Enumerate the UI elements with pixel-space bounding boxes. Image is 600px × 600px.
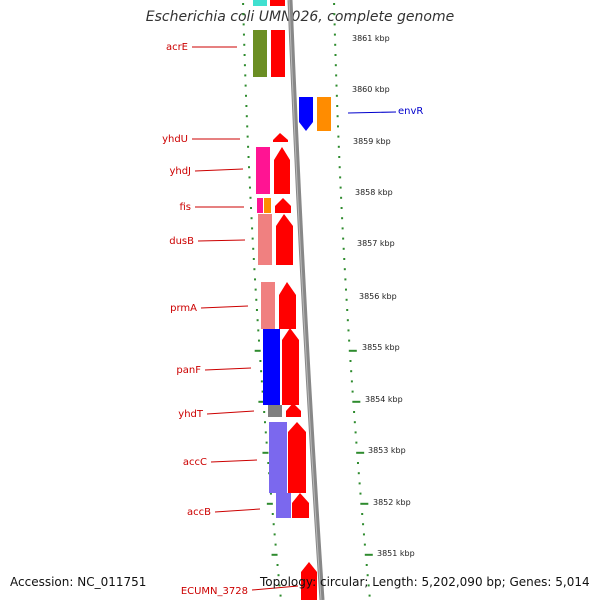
gene-label-dusB: dusB [169, 236, 194, 247]
cds-arrow-accC [288, 422, 306, 493]
tick-label: 3855 kbp [362, 343, 400, 352]
cds-arrow-ECUMN_3728 [301, 562, 317, 600]
cog-block-fis-b [264, 198, 271, 213]
cds-arrow-envR [299, 97, 313, 131]
cog-block-accB [276, 493, 291, 518]
left-tick-ring [242, 3, 282, 597]
cds-arrow-acrE [271, 30, 285, 77]
position-tick-labels: 3861 kbp 3860 kbp 3859 kbp 3858 kbp 3857… [352, 34, 415, 558]
cds-arrow-panF [282, 328, 299, 405]
gene-label-envR: envR [398, 106, 423, 117]
gene-label-yhdU: yhdU [162, 134, 188, 145]
cog-block-yhdT [268, 405, 282, 417]
leader-accC [210, 459, 258, 463]
cds-arrow-dusB [276, 214, 293, 265]
cog-block-accC [269, 422, 287, 493]
tick-label: 3854 kbp [365, 395, 403, 404]
cds-arrow-top [270, 0, 285, 6]
gene-label-yhdJ: yhdJ [169, 166, 191, 177]
gene-label-ECUMN_3728: ECUMN_3728 [181, 586, 248, 597]
gene-label-fis: fis [179, 202, 191, 213]
leader-prmA [200, 305, 249, 309]
tick-label: 3861 kbp [352, 34, 390, 43]
leader-yhdT [206, 410, 255, 415]
leader-accB [214, 508, 261, 513]
leader-panF [204, 367, 252, 371]
gene-label-yhdT: yhdT [178, 409, 204, 420]
right-gene-labels: envR [347, 106, 423, 117]
genome-summary-text: Topology: circular; Length: 5,202,090 bp… [260, 575, 590, 589]
tick-label: 3860 kbp [352, 85, 390, 94]
cog-block-yhdJ [256, 147, 270, 194]
backbone-highlight [288, 0, 322, 600]
map-title: Escherichia coli UMN026, complete genome [145, 9, 455, 25]
cog-block-panF [263, 329, 280, 405]
cds-arrow-accB [292, 493, 309, 518]
leader-envR [347, 111, 397, 114]
cog-block-fis-a [257, 198, 263, 213]
left-gene-labels: acrE yhdU yhdJ fis dusB prmA panF yhdT a… [162, 42, 299, 597]
gene-label-panF: panF [176, 365, 201, 376]
cog-track [253, 0, 291, 518]
cds-arrow-fis [275, 198, 291, 213]
cds-arrow-yhdJ [274, 147, 290, 194]
cog-block-acrE [253, 30, 267, 77]
cog-block-dusB [258, 214, 272, 265]
cds-arrow-prmA [279, 282, 296, 329]
cog-block-envR [317, 97, 331, 131]
forward-cds-track [270, 0, 317, 600]
cds-arrow-yhdT [286, 403, 301, 417]
tick-label: 3853 kbp [368, 446, 406, 455]
cog-block-prmA [261, 282, 275, 329]
tick-label: 3856 kbp [359, 292, 397, 301]
cds-arrow-yhdU [273, 133, 288, 142]
gene-label-accB: accB [187, 507, 211, 518]
tick-label: 3851 kbp [377, 549, 415, 558]
tick-label: 3857 kbp [357, 239, 395, 248]
tick-label: 3852 kbp [373, 498, 411, 507]
reverse-cds-track [299, 97, 331, 131]
cog-block-top [253, 0, 267, 6]
gene-label-prmA: prmA [170, 303, 197, 314]
gene-label-accC: accC [183, 457, 207, 468]
tick-label: 3859 kbp [353, 137, 391, 146]
right-tick-ring [333, 3, 373, 597]
backbone-line [287, 0, 325, 600]
leader-dusB [197, 239, 246, 242]
leader-ECUMN_3728 [251, 585, 299, 591]
leader-yhdJ [194, 168, 244, 172]
accession-text: Accession: NC_011751 [10, 575, 147, 589]
tick-label: 3858 kbp [355, 188, 393, 197]
gene-label-acrE: acrE [166, 42, 188, 53]
